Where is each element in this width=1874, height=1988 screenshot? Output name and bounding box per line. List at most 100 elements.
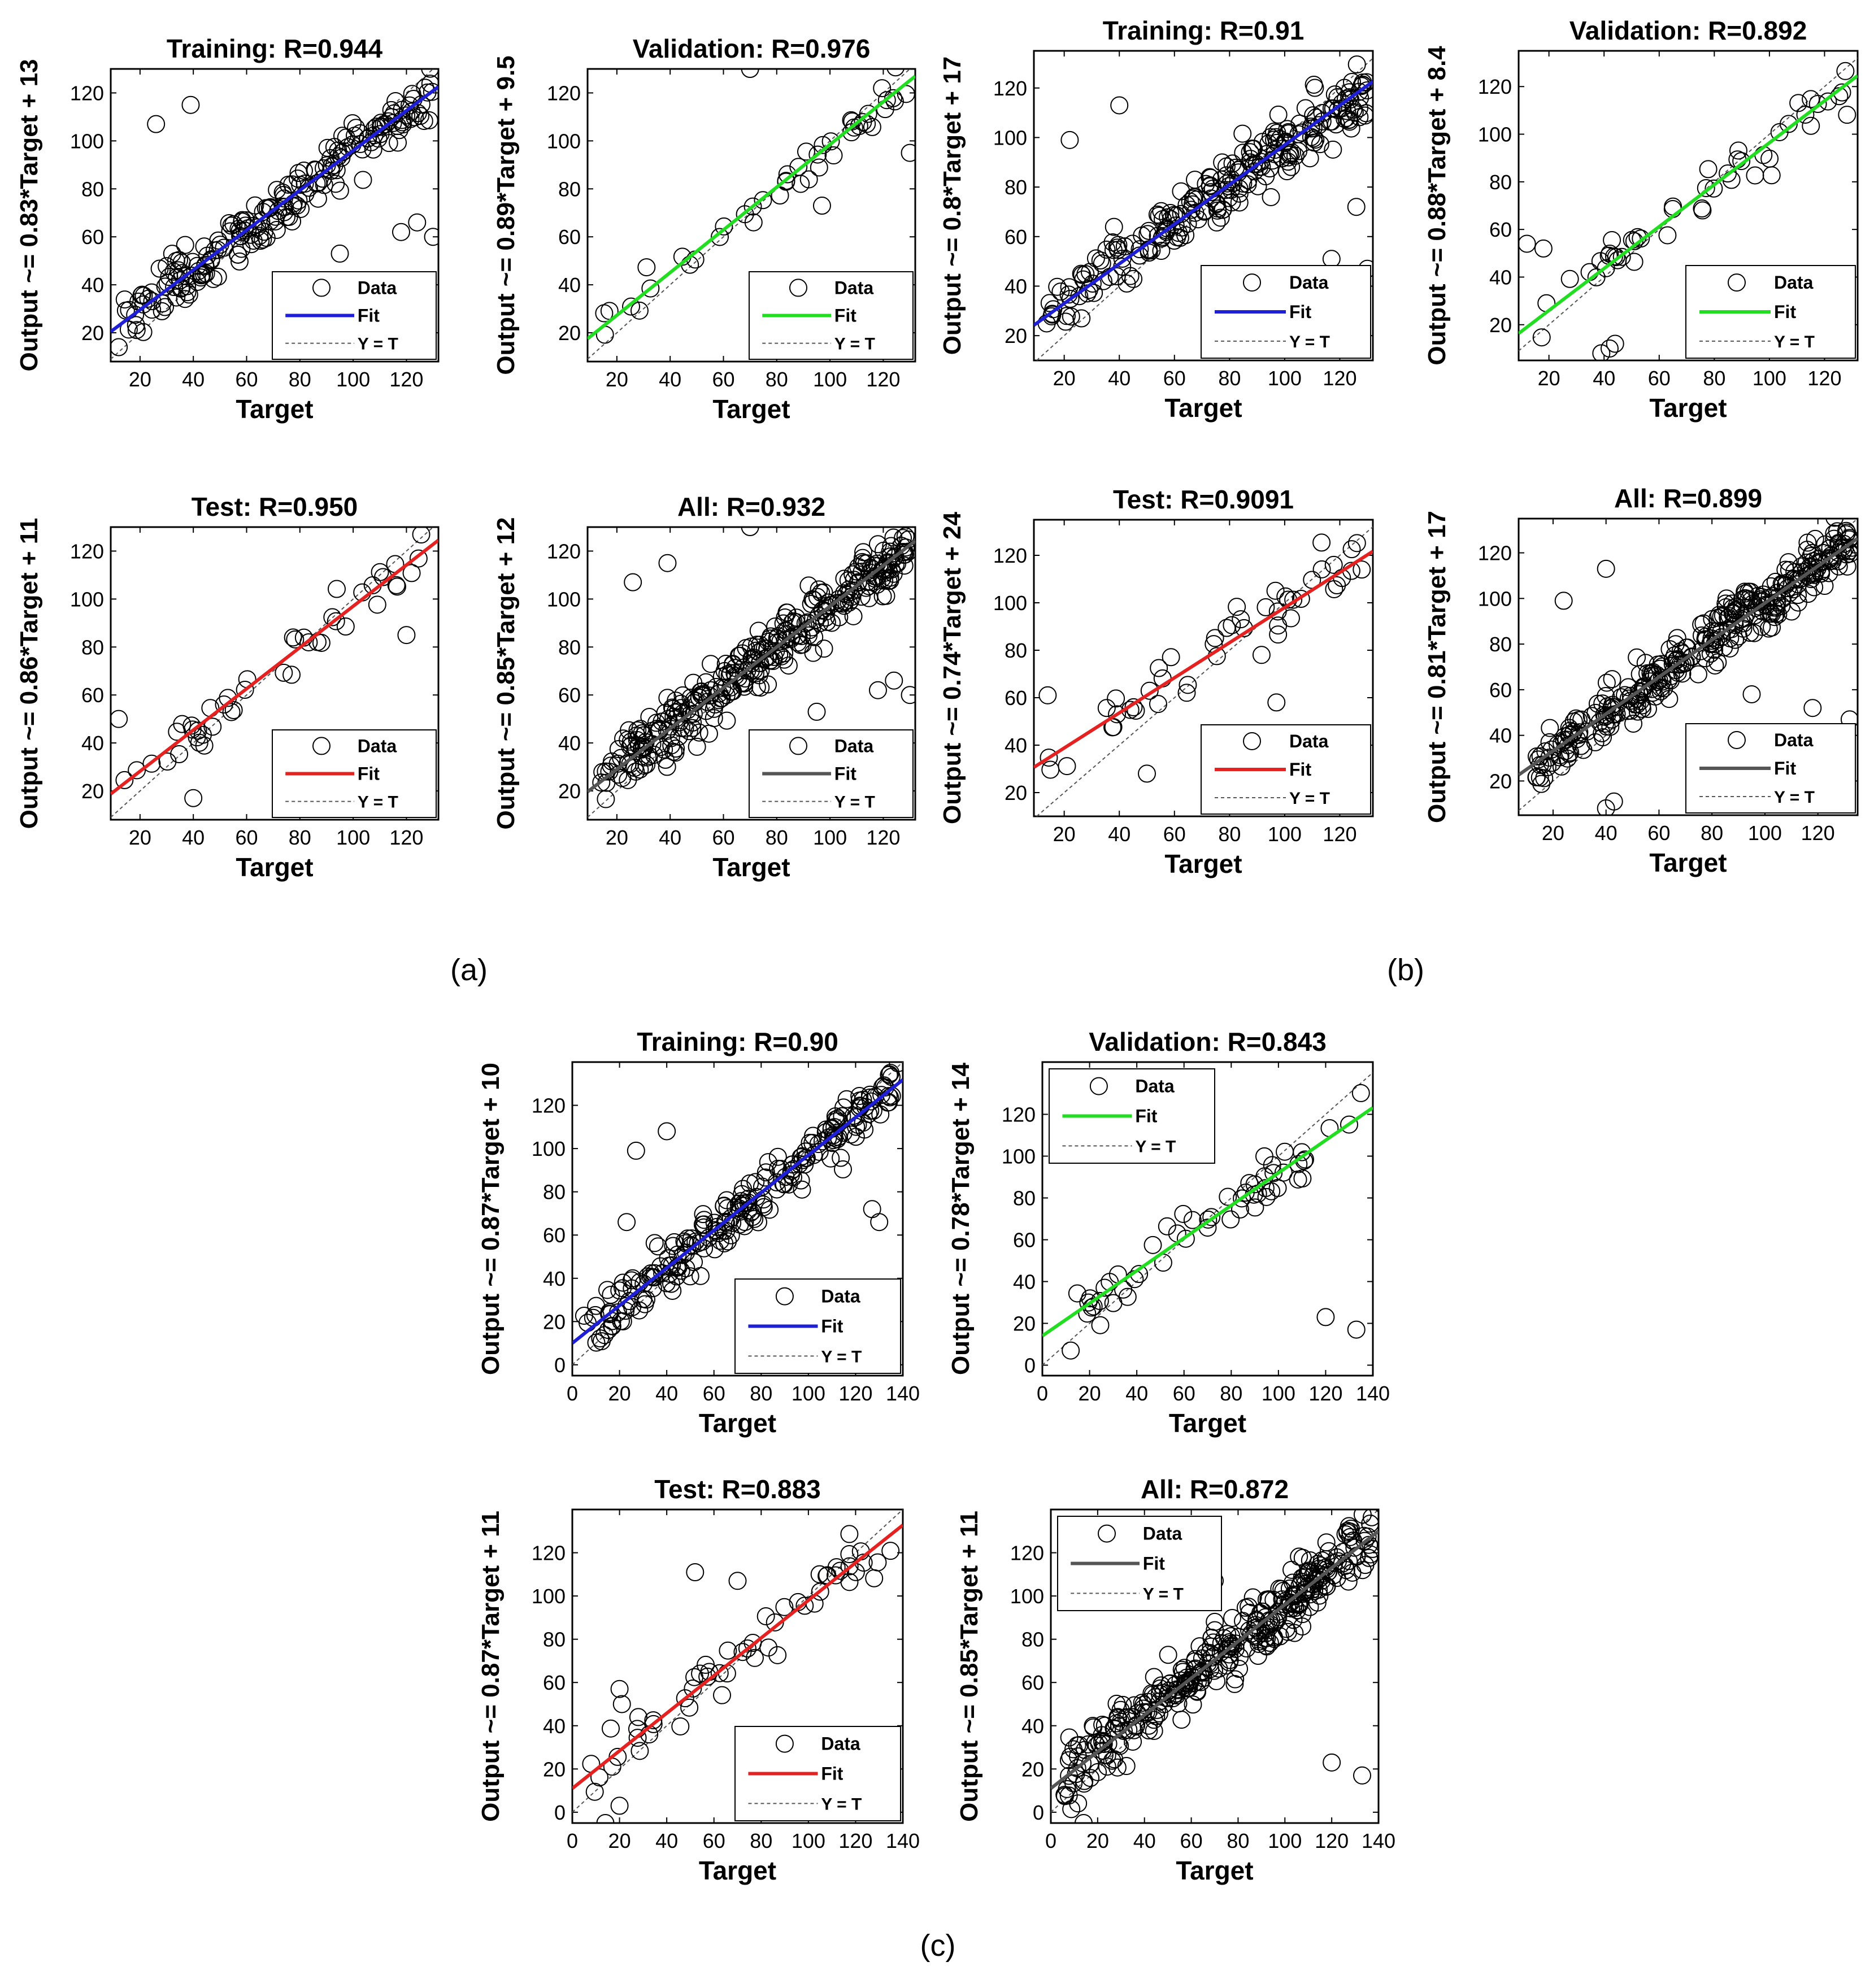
- x-axis-label: Target: [712, 852, 790, 882]
- data-point: [1262, 1182, 1281, 1200]
- data-point: [222, 703, 241, 721]
- x-tick-label: 60: [1648, 367, 1671, 390]
- legend-data-marker: [1728, 273, 1746, 292]
- data-point: [630, 301, 649, 320]
- data-point: [700, 686, 719, 705]
- data-point: [595, 304, 614, 323]
- data-point: [1816, 535, 1834, 554]
- data-point: [393, 101, 411, 119]
- y-tick-label: 20: [1489, 769, 1512, 793]
- data-point: [1118, 274, 1136, 293]
- data-point: [1342, 540, 1361, 559]
- data-point: [618, 1213, 636, 1232]
- data-point: [1158, 1689, 1177, 1707]
- data-point: [860, 589, 879, 607]
- y-tick-label: 100: [547, 129, 581, 153]
- data-point: [1150, 659, 1168, 677]
- plot-title: Validation: R=0.843: [1089, 1027, 1327, 1056]
- x-tick-label: 120: [1807, 367, 1841, 390]
- data-point: [1231, 1647, 1249, 1666]
- plot-content: [572, 1062, 903, 1365]
- y-tick-label: 20: [1013, 1312, 1036, 1336]
- data-point: [1719, 164, 1737, 183]
- data-point: [718, 711, 736, 730]
- data-point: [1289, 1170, 1307, 1189]
- data-point: [1351, 1084, 1370, 1102]
- data-point: [294, 162, 313, 180]
- regression-plot-12: 0 20 40 60 80 100 120 140 0 20 40 60 80 100 120 All: R=…: [955, 1474, 1395, 1885]
- legend-yt-label: Y = T: [1143, 1585, 1184, 1603]
- y-tick-label: 20: [1021, 1758, 1044, 1781]
- x-tick-label: 0: [1037, 1382, 1048, 1405]
- x-tick-label: 40: [1108, 367, 1131, 390]
- y-tick-label: 120: [547, 81, 581, 105]
- data-point: [807, 702, 826, 721]
- data-point: [354, 171, 372, 189]
- x-tick-label: 140: [886, 1382, 920, 1405]
- data-point: [1693, 201, 1712, 220]
- data-point: [1605, 792, 1623, 811]
- x-tick-label: 100: [792, 1829, 825, 1852]
- x-tick-label: 120: [866, 826, 900, 849]
- data-point: [1243, 1588, 1262, 1607]
- x-tick-label: 120: [1323, 823, 1356, 846]
- data-point: [1338, 102, 1356, 120]
- data-point: [1532, 328, 1551, 347]
- data-point: [1312, 560, 1331, 578]
- x-tick-label: 20: [1086, 1829, 1109, 1852]
- x-tick-label: 0: [1045, 1829, 1056, 1852]
- data-point: [267, 220, 286, 239]
- data-point: [423, 82, 438, 101]
- y-tick-label: 20: [1005, 781, 1027, 804]
- y-tick-label: 120: [1478, 542, 1512, 565]
- data-point: [1099, 1734, 1118, 1753]
- data-point: [1176, 1674, 1195, 1693]
- data-point: [610, 1796, 629, 1815]
- data-point: [1075, 1814, 1093, 1823]
- plot-content: [111, 69, 438, 360]
- y-tick-label: 20: [543, 1310, 566, 1333]
- y-tick-label: 100: [1002, 1145, 1036, 1168]
- data-point: [874, 541, 893, 560]
- data-point: [412, 527, 431, 544]
- data-point: [1619, 678, 1638, 697]
- data-point: [792, 1148, 810, 1167]
- data-point: [609, 739, 628, 758]
- data-point: [1103, 1751, 1121, 1770]
- data-point: [1220, 1653, 1238, 1672]
- data-point: [661, 717, 680, 736]
- data-point: [685, 1253, 703, 1272]
- y-tick-label: 100: [993, 591, 1027, 615]
- data-point: [1174, 1204, 1193, 1223]
- y-tick-label: 20: [1005, 324, 1027, 347]
- x-tick-label: 40: [659, 826, 681, 849]
- data-point: [418, 83, 437, 102]
- data-point: [608, 1747, 627, 1766]
- legend: Data Fit Y = T: [734, 1726, 901, 1821]
- data-point: [1586, 733, 1605, 751]
- data-point: [1304, 119, 1323, 137]
- data-point: [1058, 307, 1076, 325]
- data-point: [658, 1122, 676, 1141]
- data-point: [739, 1193, 758, 1212]
- data-point: [1708, 653, 1727, 672]
- y-tick-label: 0: [554, 1801, 566, 1824]
- data-point: [1265, 145, 1284, 163]
- data-point: [1360, 1548, 1379, 1567]
- fit-line: [111, 85, 438, 333]
- legend-data-marker: [312, 737, 331, 755]
- legend-data-label: Data: [834, 277, 874, 298]
- data-point: [1181, 192, 1199, 211]
- data-point: [283, 212, 302, 230]
- data-point: [424, 228, 438, 246]
- y-tick-label: 100: [1478, 123, 1512, 146]
- data-point: [1308, 1593, 1327, 1612]
- data-point: [220, 214, 238, 232]
- data-point: [863, 1200, 881, 1219]
- data-point: [1184, 189, 1202, 208]
- data-point: [1534, 239, 1553, 258]
- data-point: [840, 1573, 859, 1591]
- data-point: [1301, 1551, 1319, 1569]
- data-point: [810, 158, 828, 177]
- data-point: [1283, 143, 1302, 162]
